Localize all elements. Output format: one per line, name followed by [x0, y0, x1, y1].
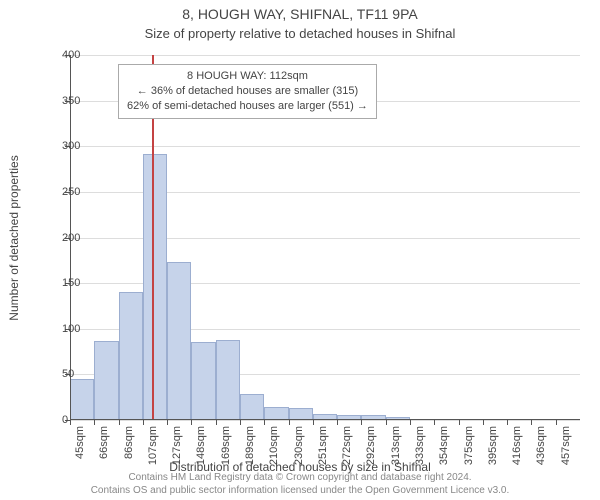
bar: [240, 394, 264, 420]
bar: [361, 415, 385, 420]
chart-plot-area: 050100150200250300350400 45sqm66sqm86sqm…: [70, 55, 580, 420]
bar: [459, 419, 483, 420]
bar: [410, 419, 434, 420]
info-box: 8 HOUGH WAY: 112sqm ← 36% of detached ho…: [118, 64, 377, 119]
y-tick-label: 150: [62, 277, 70, 289]
bar: [386, 417, 410, 420]
y-tick-label: 400: [62, 49, 70, 61]
footer: Contains HM Land Registry data © Crown c…: [0, 472, 600, 497]
y-tick-label: 300: [62, 140, 70, 152]
bar: [143, 154, 167, 420]
y-tick-label: 250: [62, 186, 70, 198]
x-tick-label: 66sqm: [98, 426, 110, 459]
y-tick-label: 200: [62, 232, 70, 244]
info-line1: 8 HOUGH WAY: 112sqm: [127, 69, 368, 84]
y-tick-label: 0: [62, 414, 70, 426]
x-tick-label: 45sqm: [74, 426, 86, 459]
footer-line2: Contains OS and public sector informatio…: [0, 485, 600, 498]
page-subtitle: Size of property relative to detached ho…: [0, 26, 600, 41]
info-line3: 62% of semi-detached houses are larger (…: [127, 99, 368, 114]
x-tick-label: 86sqm: [123, 426, 135, 459]
bar: [556, 419, 580, 420]
bar: [289, 408, 313, 420]
page-title: 8, HOUGH WAY, SHIFNAL, TF11 9PA: [0, 6, 600, 22]
bar: [531, 419, 555, 420]
bar: [264, 407, 288, 420]
bar: [337, 415, 361, 420]
bar: [191, 342, 215, 420]
bar: [94, 341, 118, 420]
bar: [70, 379, 94, 420]
bar: [507, 419, 531, 420]
y-axis-label: Number of detached properties: [7, 155, 21, 320]
info-line2: ← 36% of detached houses are smaller (31…: [127, 84, 368, 99]
bar: [483, 419, 507, 420]
bar: [434, 419, 458, 420]
y-tick-label: 100: [62, 323, 70, 335]
bar: [119, 292, 143, 420]
y-tick-label: 50: [62, 368, 70, 380]
y-tick-label: 350: [62, 95, 70, 107]
bar: [167, 262, 191, 420]
footer-line1: Contains HM Land Registry data © Crown c…: [0, 472, 600, 485]
bar: [216, 340, 240, 420]
bar: [313, 414, 337, 420]
